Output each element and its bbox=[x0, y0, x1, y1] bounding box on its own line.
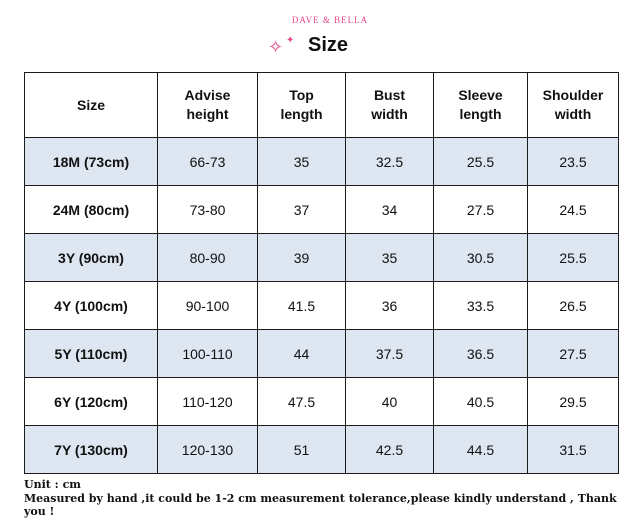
bust-width-cell: 42.5 bbox=[345, 425, 434, 474]
table-header-row: Size Advise height Top length Bust width Sl… bbox=[24, 72, 619, 138]
size-cell: 6Y (120cm) bbox=[24, 377, 158, 426]
advise-height-cell: 73-80 bbox=[157, 185, 258, 234]
advise-height-cell: 66-73 bbox=[157, 137, 258, 186]
bust-width-cell: 32.5 bbox=[345, 137, 434, 186]
top-length-cell: 51 bbox=[257, 425, 346, 474]
brand-logo-text: DAVE & BELLA bbox=[291, 15, 369, 25]
column-header-bust-width: Bust width bbox=[345, 72, 434, 138]
title-row: ✧ ✦ Size bbox=[264, 30, 404, 60]
shoulder-width-cell: 23.5 bbox=[527, 137, 619, 186]
column-header-top-length: Top length bbox=[257, 72, 346, 138]
small-sparkle-icon: ✦ bbox=[286, 35, 295, 46]
bust-width-cell: 35 bbox=[345, 233, 434, 282]
advise-height-cell: 120-130 bbox=[157, 425, 258, 474]
column-header-shoulder-width: Shoulder width bbox=[527, 72, 619, 138]
table-row: 6Y (120cm) 110-120 47.5 40 40.5 29.5 bbox=[24, 377, 619, 426]
shoulder-width-cell: 24.5 bbox=[527, 185, 619, 234]
sleeve-length-cell: 25.5 bbox=[433, 137, 528, 186]
size-cell: 18M (73cm) bbox=[24, 137, 158, 186]
bust-width-cell: 37.5 bbox=[345, 329, 434, 378]
sparkle-icon: ✧ bbox=[268, 37, 284, 57]
table-row: 24M (80cm) 73-80 37 34 27.5 24.5 bbox=[24, 185, 619, 234]
unit-note: Unit : cm bbox=[24, 478, 81, 491]
shoulder-width-cell: 29.5 bbox=[527, 377, 619, 426]
advise-height-cell: 100-110 bbox=[157, 329, 258, 378]
shoulder-width-cell: 27.5 bbox=[527, 329, 619, 378]
top-length-cell: 44 bbox=[257, 329, 346, 378]
sleeve-length-cell: 30.5 bbox=[433, 233, 528, 282]
size-cell: 7Y (130cm) bbox=[24, 425, 158, 474]
table-row: 4Y (100cm) 90-100 41.5 36 33.5 26.5 bbox=[24, 281, 619, 330]
shoulder-width-cell: 31.5 bbox=[527, 425, 619, 474]
bust-width-cell: 40 bbox=[345, 377, 434, 426]
sleeve-length-cell: 27.5 bbox=[433, 185, 528, 234]
size-cell: 24M (80cm) bbox=[24, 185, 158, 234]
shoulder-width-cell: 26.5 bbox=[527, 281, 619, 330]
top-length-cell: 37 bbox=[257, 185, 346, 234]
sleeve-length-cell: 44.5 bbox=[433, 425, 528, 474]
shoulder-width-cell: 25.5 bbox=[527, 233, 619, 282]
table-row: 7Y (130cm) 120-130 51 42.5 44.5 31.5 bbox=[24, 425, 619, 474]
column-header-size: Size bbox=[24, 72, 158, 138]
advise-height-cell: 110-120 bbox=[157, 377, 258, 426]
table-row: 3Y (90cm) 80-90 39 35 30.5 25.5 bbox=[24, 233, 619, 282]
table-row: 18M (73cm) 66-73 35 32.5 25.5 23.5 bbox=[24, 137, 619, 186]
top-length-cell: 35 bbox=[257, 137, 346, 186]
page-title: Size bbox=[308, 34, 349, 56]
top-length-cell: 41.5 bbox=[257, 281, 346, 330]
sleeve-length-cell: 36.5 bbox=[433, 329, 528, 378]
size-table: Size Advise height Top length Bust width Sl… bbox=[24, 72, 619, 474]
advise-height-cell: 80-90 bbox=[157, 233, 258, 282]
advise-height-cell: 90-100 bbox=[157, 281, 258, 330]
measurement-note: Measured by hand ,it could be 1-2 cm mea… bbox=[24, 492, 617, 518]
sleeve-length-cell: 33.5 bbox=[433, 281, 528, 330]
top-length-cell: 47.5 bbox=[257, 377, 346, 426]
top-length-cell: 39 bbox=[257, 233, 346, 282]
sleeve-length-cell: 40.5 bbox=[433, 377, 528, 426]
size-cell: 3Y (90cm) bbox=[24, 233, 158, 282]
column-header-advise-height: Advise height bbox=[157, 72, 258, 138]
size-cell: 5Y (110cm) bbox=[24, 329, 158, 378]
size-cell: 4Y (100cm) bbox=[24, 281, 158, 330]
column-header-sleeve-length: Sleeve length bbox=[433, 72, 528, 138]
bust-width-cell: 34 bbox=[345, 185, 434, 234]
table-row: 5Y (110cm) 100-110 44 37.5 36.5 27.5 bbox=[24, 329, 619, 378]
bust-width-cell: 36 bbox=[345, 281, 434, 330]
